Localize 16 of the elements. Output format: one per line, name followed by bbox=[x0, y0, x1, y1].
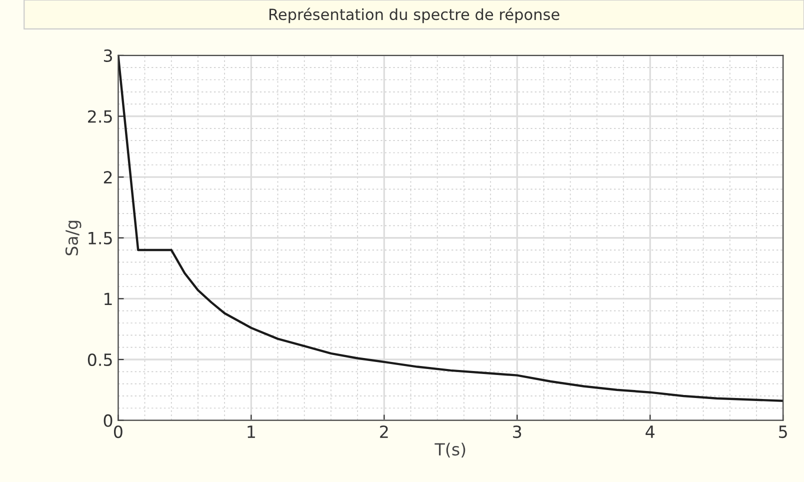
y-tick-label: 0 bbox=[104, 414, 112, 427]
x-tick-label: 4 bbox=[646, 426, 654, 438]
x-tick-label: 2 bbox=[380, 425, 388, 438]
x-tick-label: 0 bbox=[114, 425, 122, 438]
y-tick-label: 1 bbox=[104, 292, 112, 306]
chart-title: Représentation du spectre de réponse bbox=[269, 8, 560, 24]
x-tick-label: 1 bbox=[248, 426, 255, 438]
y-tick-label: 0.5 bbox=[88, 353, 112, 366]
y-tick-label: 2.5 bbox=[88, 110, 112, 123]
y-tick-label: 2 bbox=[104, 171, 112, 184]
y-tick-label: 3 bbox=[104, 49, 112, 62]
x-axis-title: T(s) bbox=[434, 442, 466, 458]
x-tick-label: 3 bbox=[513, 425, 522, 438]
y-tick-label: 1.5 bbox=[88, 232, 112, 244]
y-axis-title: Sa/g bbox=[65, 220, 82, 256]
x-tick-label: 5 bbox=[779, 426, 787, 438]
